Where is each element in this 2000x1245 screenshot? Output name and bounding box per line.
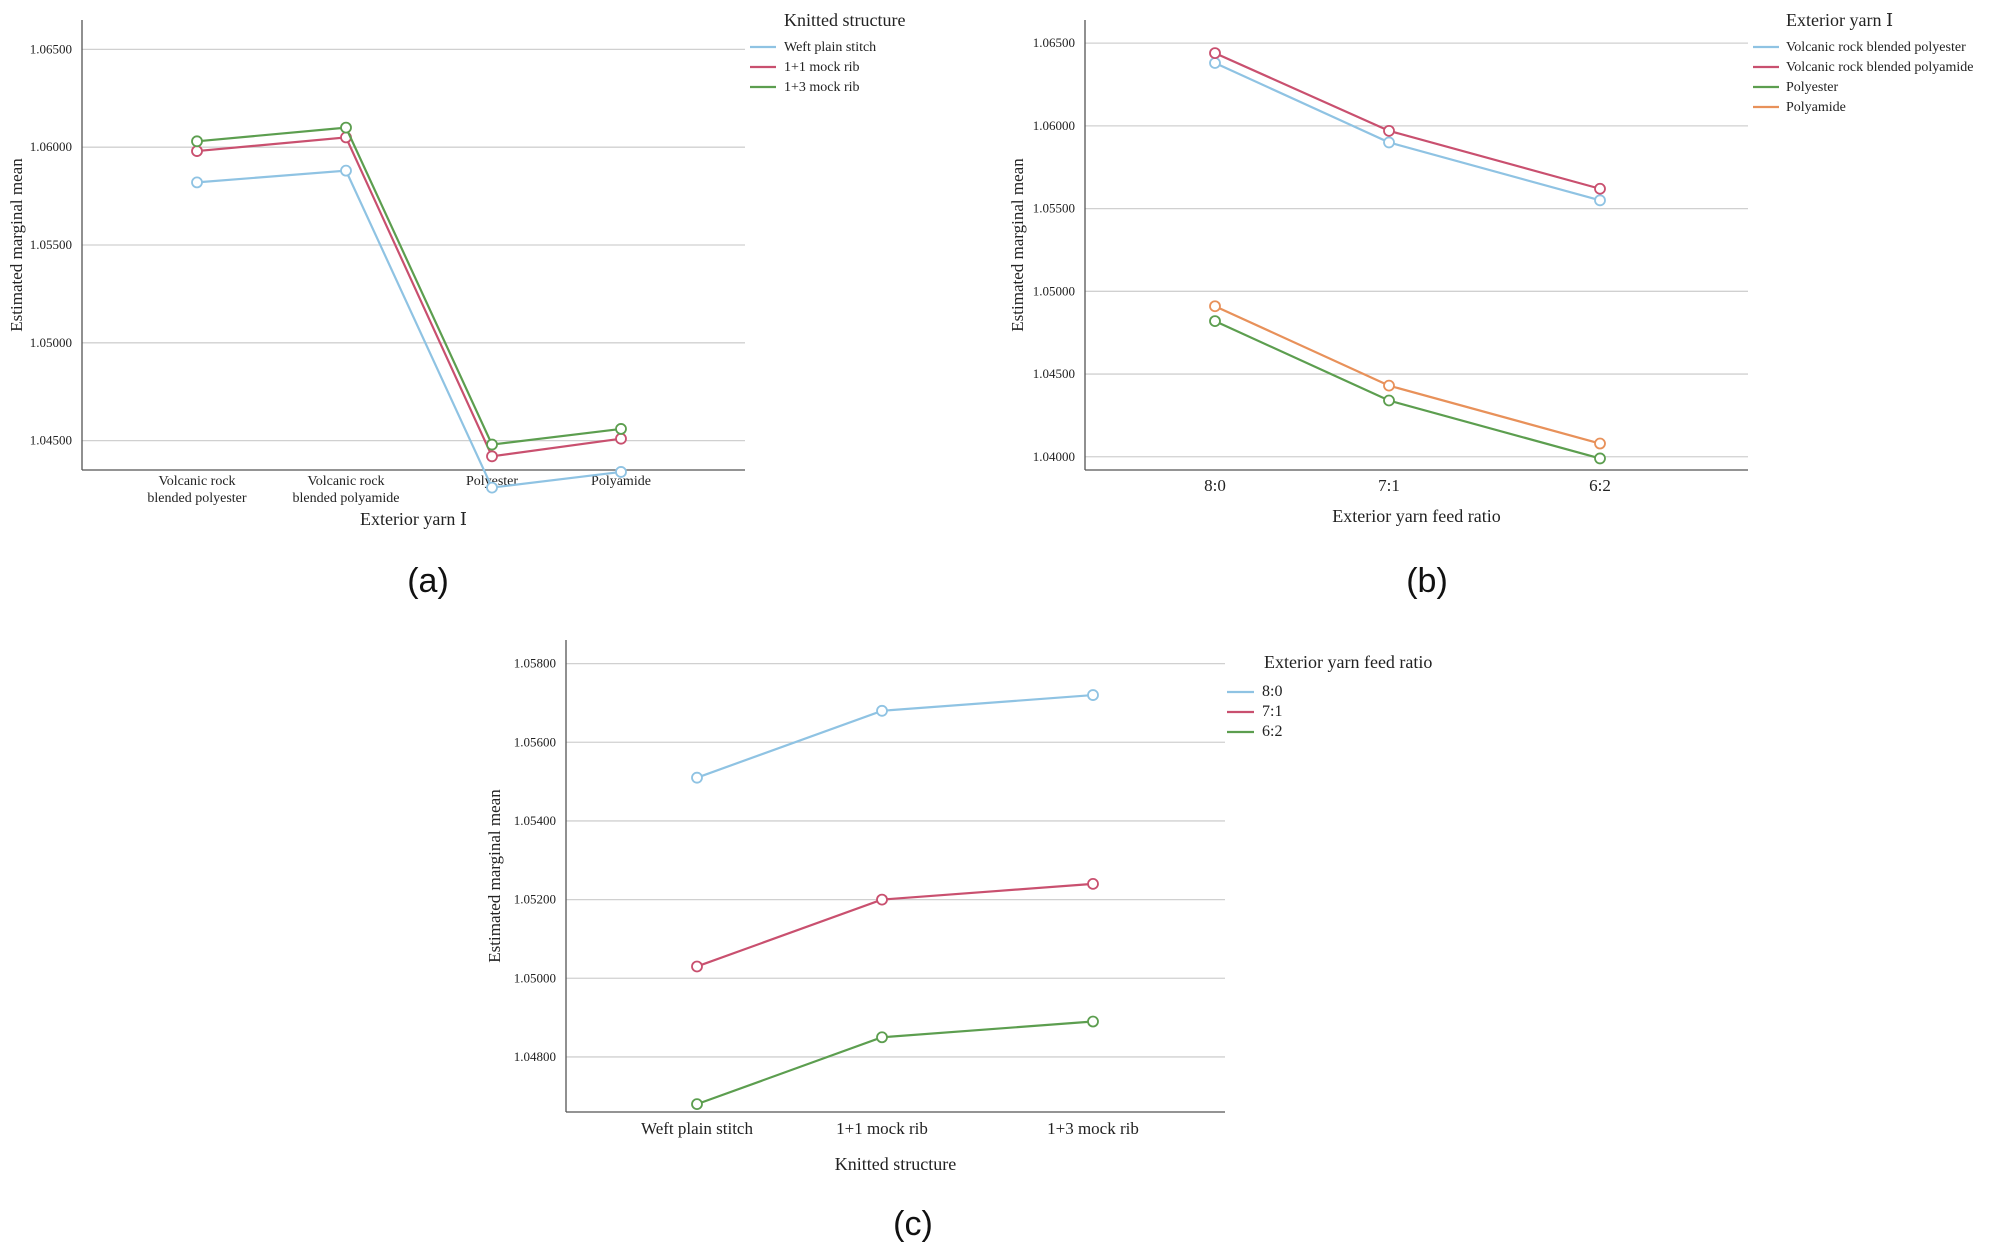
data-point bbox=[1383, 394, 1395, 407]
data-point bbox=[691, 771, 703, 784]
data-point bbox=[486, 450, 498, 463]
legend-entry: Polyester bbox=[1786, 80, 1838, 95]
series-line bbox=[696, 1020, 1094, 1106]
y-tick-label: 1.05000 bbox=[30, 335, 72, 350]
legend-title: Exterior yarn feed ratio bbox=[1264, 652, 1432, 672]
legend-entry: Volcanic rock blended polyamide bbox=[1786, 60, 1974, 75]
y-tick-label: 1.06000 bbox=[1033, 118, 1075, 133]
data-point bbox=[1209, 300, 1221, 313]
data-point bbox=[1594, 452, 1606, 465]
data-point bbox=[486, 438, 498, 451]
x-tick-label: 1+3 mock rib bbox=[1047, 1119, 1139, 1138]
data-point bbox=[1087, 689, 1099, 701]
x-tick-label: 6:2 bbox=[1589, 476, 1611, 495]
data-point bbox=[1383, 379, 1395, 392]
series-line bbox=[1214, 52, 1601, 190]
y-tick-label: 1.04800 bbox=[514, 1049, 556, 1064]
legend-entry: 1+1 mock rib bbox=[784, 60, 860, 75]
y-tick-label: 1.05800 bbox=[514, 656, 556, 671]
data-point bbox=[191, 145, 203, 157]
y-axis-title: Estimated marginal mean bbox=[1008, 158, 1027, 332]
legend-entry: 6:2 bbox=[1262, 723, 1282, 740]
chart-panel-2: 1.04000 1.04500 1.05000 1.05500 1.06000 1.065… bbox=[1008, 10, 1974, 600]
y-tick-label: 1.04000 bbox=[1033, 449, 1075, 464]
y-tick-label: 1.05600 bbox=[514, 734, 556, 749]
data-point bbox=[876, 704, 888, 717]
legend-title: Knitted structure bbox=[784, 10, 905, 30]
y-tick-label: 1.05000 bbox=[514, 970, 556, 985]
x-tick-label: blended polyester bbox=[147, 491, 246, 506]
data-point bbox=[1594, 194, 1606, 207]
x-tick-label: blended polyamide bbox=[293, 491, 400, 506]
chart-panel-3: 1.04800 1.05000 1.05200 1.05400 1.05600 1.058… bbox=[485, 640, 1432, 1243]
x-tick-label: 7:1 bbox=[1378, 476, 1400, 495]
series-line bbox=[196, 136, 622, 458]
data-point bbox=[486, 481, 498, 494]
data-point bbox=[1087, 1015, 1099, 1028]
x-axis-title: Knitted structure bbox=[835, 1154, 956, 1174]
y-tick-label: 1.05200 bbox=[514, 892, 556, 907]
y-tick-label: 1.05000 bbox=[1033, 283, 1075, 298]
data-point bbox=[191, 135, 203, 148]
data-point bbox=[615, 423, 627, 435]
y-tick-label: 1.06500 bbox=[30, 41, 72, 56]
panel-label: (c) bbox=[893, 1205, 933, 1243]
legend-entry: Volcanic rock blended polyester bbox=[1786, 40, 1966, 55]
data-point bbox=[1209, 47, 1221, 59]
legend-entry: 8:0 bbox=[1262, 683, 1282, 700]
data-point bbox=[1209, 315, 1221, 328]
legend-entry: Polyamide bbox=[1786, 100, 1846, 115]
data-point bbox=[1087, 877, 1099, 890]
x-tick-label: 1+1 mock rib bbox=[836, 1119, 928, 1138]
y-tick-label: 1.06000 bbox=[30, 139, 72, 154]
data-point bbox=[191, 176, 203, 189]
legend-title: Exterior yarn Ⅰ bbox=[1786, 10, 1893, 30]
x-tick-label: Polyamide bbox=[591, 474, 651, 489]
data-point bbox=[1594, 437, 1606, 450]
y-tick-label: 1.05400 bbox=[514, 813, 556, 828]
panel-label: (b) bbox=[1406, 562, 1448, 600]
legend-entry: Weft plain stitch bbox=[784, 40, 876, 55]
data-point bbox=[876, 1031, 888, 1044]
data-point bbox=[691, 960, 703, 973]
data-point bbox=[615, 466, 627, 478]
y-tick-label: 1.05500 bbox=[1033, 201, 1075, 216]
data-point bbox=[615, 432, 627, 445]
y-tick-label: 1.06500 bbox=[1033, 35, 1075, 50]
data-point bbox=[691, 1098, 703, 1111]
series-line bbox=[1214, 305, 1601, 445]
data-point bbox=[340, 164, 352, 177]
x-axis-title: Exterior yarn feed ratio bbox=[1332, 506, 1500, 526]
x-axis-title: Exterior yarn Ⅰ bbox=[360, 509, 467, 529]
data-point bbox=[1383, 124, 1395, 137]
series-line bbox=[696, 882, 1094, 968]
data-point bbox=[876, 893, 888, 906]
data-point bbox=[1383, 136, 1395, 149]
x-tick-label: Volcanic rock bbox=[158, 474, 235, 489]
y-tick-label: 1.04500 bbox=[30, 433, 72, 448]
panel-label: (a) bbox=[407, 562, 449, 600]
data-point bbox=[340, 121, 352, 134]
chart-panel-1: 1.04500 1.05000 1.05500 1.06000 1.06500 Volca… bbox=[7, 10, 905, 600]
y-tick-label: 1.05500 bbox=[30, 237, 72, 252]
x-tick-label: Volcanic rock bbox=[307, 474, 384, 489]
data-point bbox=[1209, 57, 1221, 69]
legend-entry: 7:1 bbox=[1262, 703, 1282, 720]
legend-entry: 1+3 mock rib bbox=[784, 80, 860, 95]
series-line bbox=[1214, 62, 1601, 202]
x-tick-label: 8:0 bbox=[1204, 476, 1226, 495]
x-tick-label: Weft plain stitch bbox=[641, 1119, 753, 1138]
series-line bbox=[696, 693, 1094, 779]
data-point bbox=[1594, 182, 1606, 195]
y-axis-title: Estimated marginal mean bbox=[485, 789, 504, 963]
series-line bbox=[196, 126, 622, 446]
y-axis-title: Estimated marginal mean bbox=[7, 158, 26, 332]
y-tick-label: 1.04500 bbox=[1033, 366, 1075, 381]
series-line bbox=[196, 169, 622, 489]
